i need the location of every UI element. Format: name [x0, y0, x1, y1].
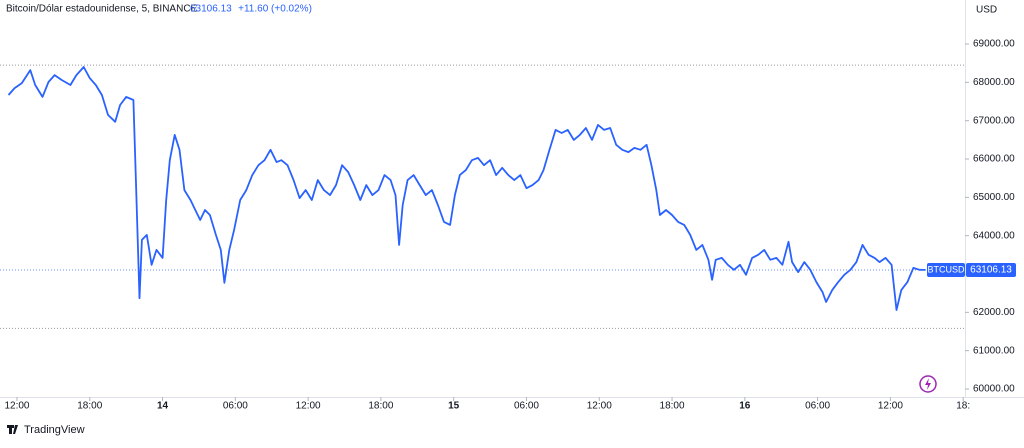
x-tick-label: 16	[739, 401, 751, 412]
symbol-tag-label: BTCUSD	[927, 264, 965, 274]
symbol-title: Bitcoin/Dólar estadounidense, 5, BINANCE	[6, 4, 198, 15]
x-tick-label: 15	[448, 401, 460, 412]
x-tick-label: 12:00	[878, 401, 903, 412]
y-tick-label: 66000.00	[973, 154, 1015, 165]
symbol-tag	[927, 262, 965, 277]
y-tick-label: 68000.00	[973, 77, 1015, 88]
x-tick-label: 06:00	[514, 401, 539, 412]
y-tick-label: 65000.00	[973, 192, 1015, 203]
price-tag-label: 63106.13	[970, 265, 1012, 276]
y-tick-label: 64000.00	[973, 230, 1015, 241]
header-change: +11.60 (+0.02%)	[238, 4, 312, 15]
x-tick-label: 12:00	[4, 401, 29, 412]
y-tick-label: 60000.00	[973, 384, 1015, 395]
x-tick-label: 12:00	[296, 401, 321, 412]
currency-label[interactable]: USD	[976, 5, 997, 16]
x-tick-label: 06:00	[223, 401, 248, 412]
alert-icon	[925, 378, 931, 390]
brand-name: TradingView	[24, 424, 85, 436]
price-tag	[966, 262, 1016, 277]
x-tick-label: 18:00	[368, 401, 393, 412]
x-tick-label: 06:00	[805, 401, 830, 412]
header-price: 63106.13	[190, 4, 232, 15]
x-tick-label: 18:00	[77, 401, 102, 412]
y-tick-label: 62000.00	[973, 307, 1015, 318]
brand: TradingView	[7, 424, 85, 436]
y-tick-label: 61000.00	[973, 345, 1015, 356]
x-tick-label: 14	[157, 401, 169, 412]
y-tick-label: 67000.00	[973, 115, 1015, 126]
y-tick-label: 69000.00	[973, 39, 1015, 50]
x-tick-label: 12:00	[587, 401, 612, 412]
x-tick-label: 18:00	[660, 401, 685, 412]
price-line	[7, 66, 926, 311]
x-tick-label: 18:	[956, 401, 970, 412]
brand-logo	[7, 425, 18, 434]
